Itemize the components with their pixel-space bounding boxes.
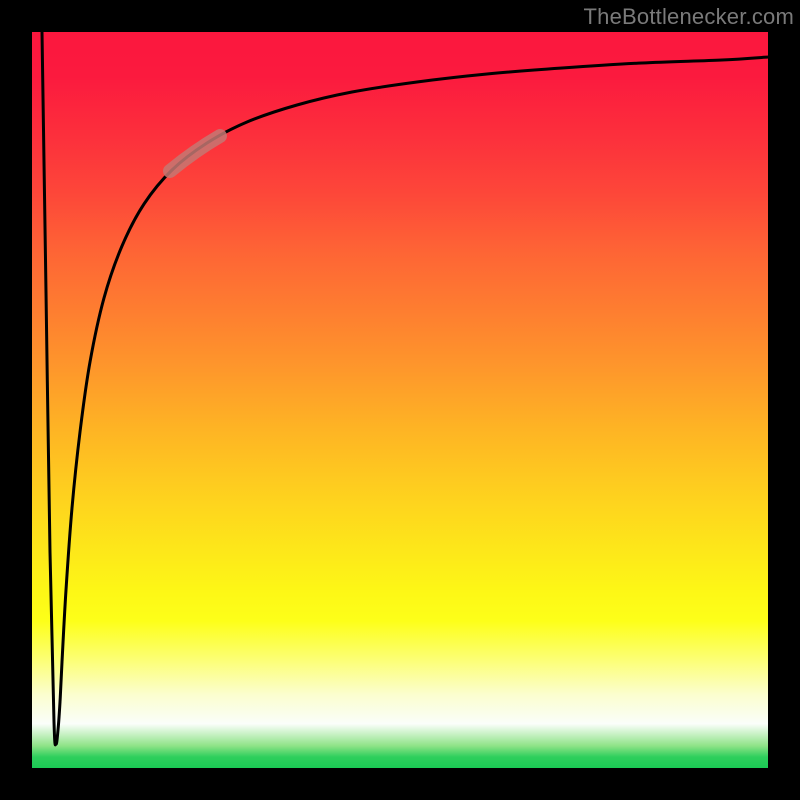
bottleneck-chart bbox=[0, 0, 800, 800]
plot-background bbox=[32, 32, 768, 768]
chart-root: TheBottlenecker.com bbox=[0, 0, 800, 800]
watermark-text: TheBottlenecker.com bbox=[584, 4, 794, 30]
